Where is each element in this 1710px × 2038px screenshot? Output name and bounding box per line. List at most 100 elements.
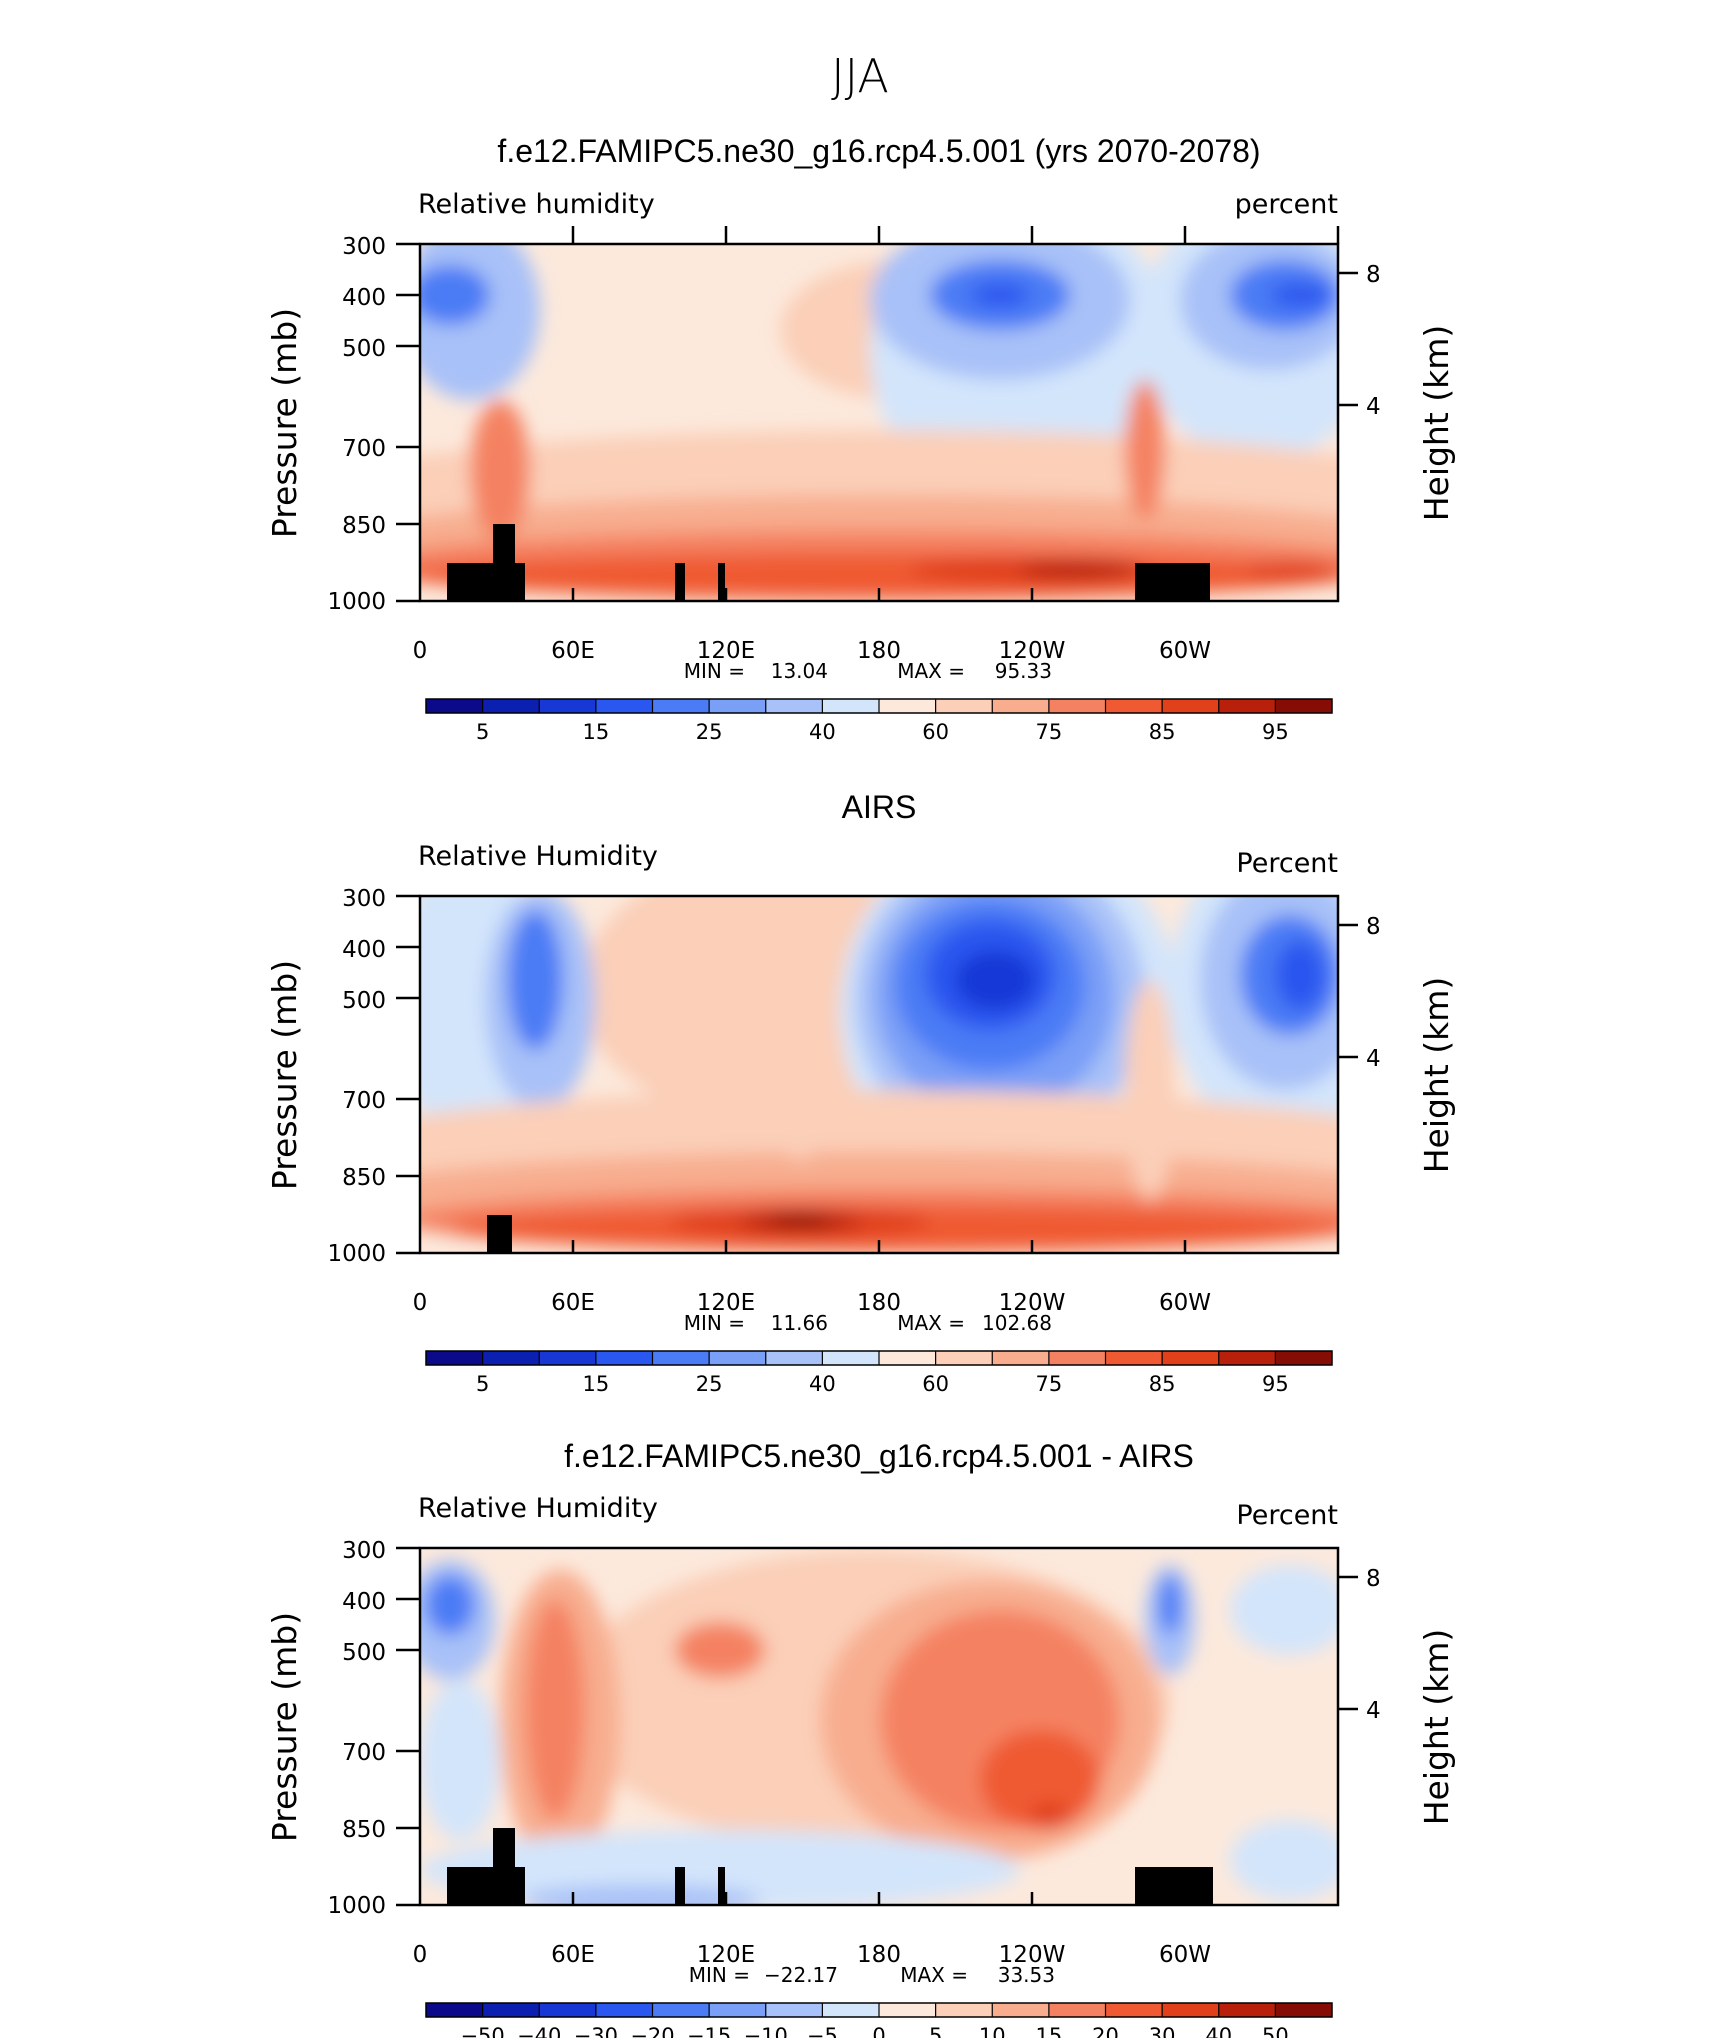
moist-plume xyxy=(1125,380,1165,520)
colorbar-label: −40 xyxy=(517,2024,561,2038)
colorbar-label: 40 xyxy=(1205,2024,1232,2038)
colorbar-swatch xyxy=(765,2003,823,2017)
colorbar-label: 10 xyxy=(979,2024,1006,2038)
y-right-tick-label: 4 xyxy=(1366,1046,1381,1072)
colorbar-swatch xyxy=(426,2003,484,2017)
y-axis: 300 400 500 700 850 1000 8 4 Pressure (m… xyxy=(265,1538,1456,1919)
svg-text:MIN =: MIN = xyxy=(684,1311,745,1335)
x-axis: 0 60E 120E 180 120W 60W xyxy=(413,226,1340,664)
colorbar-swatch xyxy=(822,699,880,713)
colorbar: 5 15 25 40 60 75 85 95 xyxy=(425,698,1333,744)
colorbar-swatch xyxy=(1218,699,1276,713)
colorbar-label: 40 xyxy=(809,720,836,744)
colorbar-swatch xyxy=(595,699,654,713)
y-axis: 300 400 500 700 850 1000 8 4 Pressure (m… xyxy=(265,886,1456,1267)
colorbar-label: 25 xyxy=(696,720,723,744)
panel-model: f.e12.FAMIPC5.ne30_g16.rcp4.5.001 (yrs 2… xyxy=(265,133,1456,744)
subtitle-left: Relative humidity xyxy=(418,189,655,220)
dry-core xyxy=(970,283,1030,307)
colorbar-swatch xyxy=(879,1351,937,1365)
colorbar-swatch xyxy=(992,699,1050,713)
y-right-tick-label: 8 xyxy=(1366,262,1381,288)
colorbar-swatch xyxy=(426,1351,484,1365)
y-right-axis-label: Height (km) xyxy=(1417,325,1456,522)
x-tick-label: 180 xyxy=(857,1942,901,1968)
x-tick-label: 120W xyxy=(999,638,1066,664)
y-right-tick-label: 8 xyxy=(1366,1566,1381,1592)
panel-difference: f.e12.FAMIPC5.ne30_g16.rcp4.5.001 - AIRS… xyxy=(265,1438,1456,2038)
moist-plume xyxy=(1125,980,1175,1200)
panel-airs: AIRS Relative Humidity Percent xyxy=(265,789,1456,1396)
negative-region xyxy=(1230,1565,1338,1655)
subtitle-right: percent xyxy=(1235,189,1338,220)
svg-text:102.68: 102.68 xyxy=(982,1311,1052,1335)
colorbar-label: −30 xyxy=(574,2024,618,2038)
colorbar-label: 40 xyxy=(809,1372,836,1396)
colorbar-label: 15 xyxy=(583,1372,610,1396)
y-tick-label: 1000 xyxy=(327,1241,386,1267)
colorbar-label: 0 xyxy=(872,2024,885,2038)
y-tick-label: 850 xyxy=(342,513,386,539)
colorbar-label: −20 xyxy=(630,2024,674,2038)
y-right-axis-label: Height (km) xyxy=(1417,1629,1456,1826)
svg-text:13.04: 13.04 xyxy=(771,659,828,683)
dry-core xyxy=(1275,940,1325,1010)
subtitle-right: Percent xyxy=(1236,848,1338,879)
negative-region xyxy=(520,1885,760,1905)
y-tick-label: 1000 xyxy=(327,1893,386,1919)
x-tick-label: 60W xyxy=(1159,1290,1211,1316)
x-tick-label: 0 xyxy=(413,638,428,664)
negative-core xyxy=(1158,1575,1182,1635)
negative-core xyxy=(425,1575,475,1635)
colorbar-swatch xyxy=(879,699,937,713)
colorbar-frame xyxy=(425,2002,1333,2018)
colorbar-swatch xyxy=(935,699,993,713)
x-tick-label: 60W xyxy=(1159,1942,1211,1968)
colorbar-label: 95 xyxy=(1262,720,1289,744)
colorbar-swatch xyxy=(709,699,767,713)
colorbar-swatch xyxy=(1105,699,1163,713)
colorbar-swatch xyxy=(1162,1351,1220,1365)
subtitle-left: Relative Humidity xyxy=(418,1493,658,1524)
contour-field xyxy=(420,1548,1338,1905)
y-tick-label: 400 xyxy=(342,285,386,311)
stats-line: MIN = 13.04 MAX = 95.33 xyxy=(684,659,1052,683)
svg-text:MAX =: MAX = xyxy=(897,659,965,683)
subtitle-left: Relative Humidity xyxy=(418,841,658,872)
positive-core xyxy=(1030,1803,1070,1827)
colorbar-swatch xyxy=(595,1351,654,1365)
colorbar: −50 −40 −30 −20 −15 −10 −5 0 5 10 15 20 30 40 50 xyxy=(425,2002,1333,2038)
svg-text:MAX =: MAX = xyxy=(900,1963,968,1987)
colorbar-label: −10 xyxy=(744,2024,788,2038)
y-tick-label: 300 xyxy=(342,886,386,912)
colorbar-label: 30 xyxy=(1149,2024,1176,2038)
y-axis-label: Pressure (mb) xyxy=(265,1612,304,1842)
colorbar-swatch xyxy=(1218,1351,1276,1365)
y-tick-label: 300 xyxy=(342,234,386,260)
colorbar-swatch xyxy=(1275,699,1333,713)
y-axis-label: Pressure (mb) xyxy=(265,308,304,538)
x-tick-label: 120E xyxy=(697,1942,755,1968)
colorbar-swatch xyxy=(709,1351,767,1365)
svg-text:95.33: 95.33 xyxy=(995,659,1052,683)
moist-core xyxy=(770,1214,830,1226)
colorbar-swatch xyxy=(765,699,823,713)
moist-core xyxy=(1020,561,1140,579)
colorbar-swatch xyxy=(1275,1351,1333,1365)
svg-text:MIN =: MIN = xyxy=(689,1963,750,1987)
y-tick-label: 500 xyxy=(342,1640,386,1666)
colorbar-frame xyxy=(425,1350,1333,1366)
x-tick-label: 60E xyxy=(551,1290,595,1316)
positive-core xyxy=(675,1622,765,1678)
y-right-tick-label: 4 xyxy=(1366,1698,1381,1724)
positive-core xyxy=(980,1730,1100,1830)
negative-region xyxy=(420,1680,500,1840)
x-tick-label: 0 xyxy=(413,1942,428,1968)
colorbar-label: −5 xyxy=(807,2024,838,2038)
contour-field xyxy=(420,896,1338,1253)
subtitle-right: Percent xyxy=(1236,1500,1338,1531)
x-tick-label: 0 xyxy=(413,1290,428,1316)
panel-title: f.e12.FAMIPC5.ne30_g16.rcp4.5.001 - AIRS xyxy=(564,1438,1194,1474)
y-tick-label: 850 xyxy=(342,1817,386,1843)
